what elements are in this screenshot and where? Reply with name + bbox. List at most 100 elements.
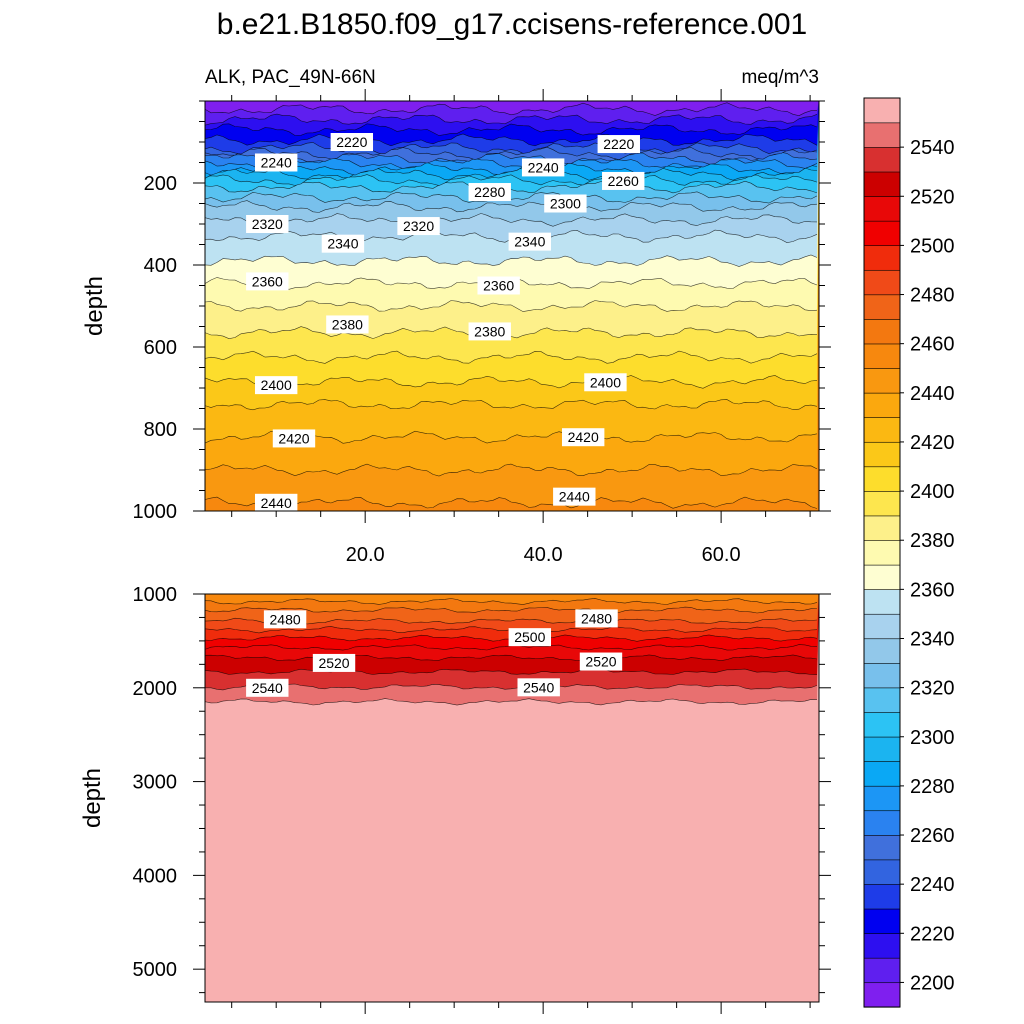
contour-label-text: 2220 <box>603 136 634 152</box>
colorbar-swatch <box>863 908 901 934</box>
contour-label: 2400 <box>254 376 298 395</box>
contour-label-box <box>468 183 511 202</box>
colorbar-swatch <box>863 810 901 836</box>
contour-label-box <box>508 628 551 647</box>
colorbar-swatch <box>863 417 901 443</box>
colorbar-tick-label: 2480 <box>910 285 955 307</box>
contour-label-box <box>246 678 289 697</box>
contour-label: 2280 <box>468 183 511 202</box>
colorbar-swatch <box>863 932 901 959</box>
contour-label-box <box>263 610 307 629</box>
contour-band-2200 <box>205 101 819 116</box>
colorbar-tick-label: 2340 <box>910 628 955 650</box>
y-tick-label: 4000 <box>133 865 178 887</box>
contour-line-2450 <box>205 496 818 509</box>
contour-label: 2300 <box>544 194 587 213</box>
contour-label: 2240 <box>521 158 565 177</box>
colorbar-swatch <box>863 785 901 812</box>
colorbar-swatch <box>863 761 901 787</box>
contour-line-2540 <box>205 683 818 691</box>
contour-line-2420 <box>205 399 818 411</box>
contour-label: 2320 <box>246 215 289 233</box>
colorbar-swatch <box>863 220 901 247</box>
colorbar-tick-label: 2400 <box>910 481 955 503</box>
contour-label: 2380 <box>468 322 511 341</box>
contour-label-text: 2240 <box>528 159 559 175</box>
bottom-y-axis-label: depth <box>79 768 106 828</box>
contour-label-box <box>517 678 560 697</box>
colorbar-tick-label: 2440 <box>910 383 955 405</box>
contour-label: 2340 <box>508 232 551 251</box>
top-y-axis-label: depth <box>81 276 108 336</box>
contour-line-2320 <box>205 191 818 204</box>
colorbar-swatch <box>863 539 901 566</box>
contour-label-text: 2220 <box>336 134 367 150</box>
colorbar-tick-label: 2320 <box>910 678 955 700</box>
contour-label-text: 2420 <box>568 429 599 445</box>
colorbar-tick-label: 2460 <box>910 334 955 356</box>
colorbar-tick-label: 2380 <box>910 530 955 552</box>
contour-line-2390 <box>205 326 818 340</box>
y-tick-label: 200 <box>144 173 177 195</box>
contour-label-text: 2400 <box>590 374 621 390</box>
colorbar-swatch <box>863 613 901 640</box>
colorbar-swatch <box>863 638 901 664</box>
bottom-panel: 2480 2480 2500 2520 2520 2540 2540 1000 2000 300… <box>79 584 831 1014</box>
colorbar-swatch <box>863 441 901 468</box>
contour-label-text: 2240 <box>261 155 292 171</box>
contour-line-2460 <box>205 598 818 605</box>
contour-label: 2420 <box>561 428 605 447</box>
y-tick-label: 800 <box>144 419 177 441</box>
contour-label: 2520 <box>312 653 356 672</box>
colorbar-swatch <box>863 245 901 271</box>
bottom-contour-labels: 2480 2480 2500 2520 2520 2540 2540 <box>246 609 623 697</box>
colorbar-swatch <box>863 662 901 689</box>
colorbar-tick-label: 2200 <box>910 972 955 994</box>
contour-label-box <box>544 194 587 213</box>
contour-label-box <box>326 315 369 334</box>
contour-label: 2380 <box>326 315 369 334</box>
y-tick-label: 1000 <box>133 584 178 606</box>
colorbar-swatch <box>863 687 901 713</box>
contour-label-text: 2440 <box>261 495 292 511</box>
contour-label: 2440 <box>553 487 596 506</box>
contour-line-2340 <box>205 213 818 227</box>
contour-label: 2360 <box>246 272 289 291</box>
contour-line-2330 <box>205 200 818 213</box>
contour-label-box <box>561 428 605 447</box>
contour-line-2240 <box>205 142 818 155</box>
contour-label: 2260 <box>602 171 645 190</box>
contour-line-2380 <box>205 300 818 312</box>
y-tick-label: 3000 <box>133 772 178 794</box>
colorbar-tick-label: 2260 <box>910 825 955 847</box>
contour-label-text: 2340 <box>327 236 358 252</box>
colorbar-swatch <box>863 318 901 345</box>
contour-label-text: 2400 <box>261 377 292 393</box>
contour-line-2520 <box>205 654 818 662</box>
contour-label-text: 2300 <box>550 196 581 212</box>
contour-label-text: 2520 <box>318 655 349 671</box>
contour-label: 2240 <box>254 153 298 172</box>
y-tick-label: 2000 <box>133 678 178 700</box>
contour-line-2310 <box>205 180 818 194</box>
contour-label-text: 2440 <box>559 489 590 505</box>
colorbar-tick-label: 2420 <box>910 432 955 454</box>
contour-label-box <box>254 493 298 512</box>
contour-line-2280 <box>205 161 818 176</box>
colorbar-swatch <box>863 294 901 320</box>
contour-label-box <box>597 135 640 154</box>
y-tick-label: 5000 <box>133 959 178 981</box>
bottom-plot-area <box>205 594 819 1002</box>
colorbar-swatch <box>863 711 901 738</box>
colorbar-swatch <box>863 564 901 590</box>
contour-line-2480 <box>205 617 818 625</box>
contour-label-text: 2360 <box>483 278 514 294</box>
contour-label-text: 2540 <box>252 680 283 696</box>
colorbar-swatch <box>863 97 901 124</box>
contour-line-2250 <box>205 146 818 161</box>
contour-label-text: 2380 <box>474 323 505 339</box>
y-tick-label: 400 <box>144 255 177 277</box>
colorbar-swatch <box>863 367 901 394</box>
contour-label: 2220 <box>597 135 640 154</box>
contour-label: 2320 <box>397 217 440 236</box>
